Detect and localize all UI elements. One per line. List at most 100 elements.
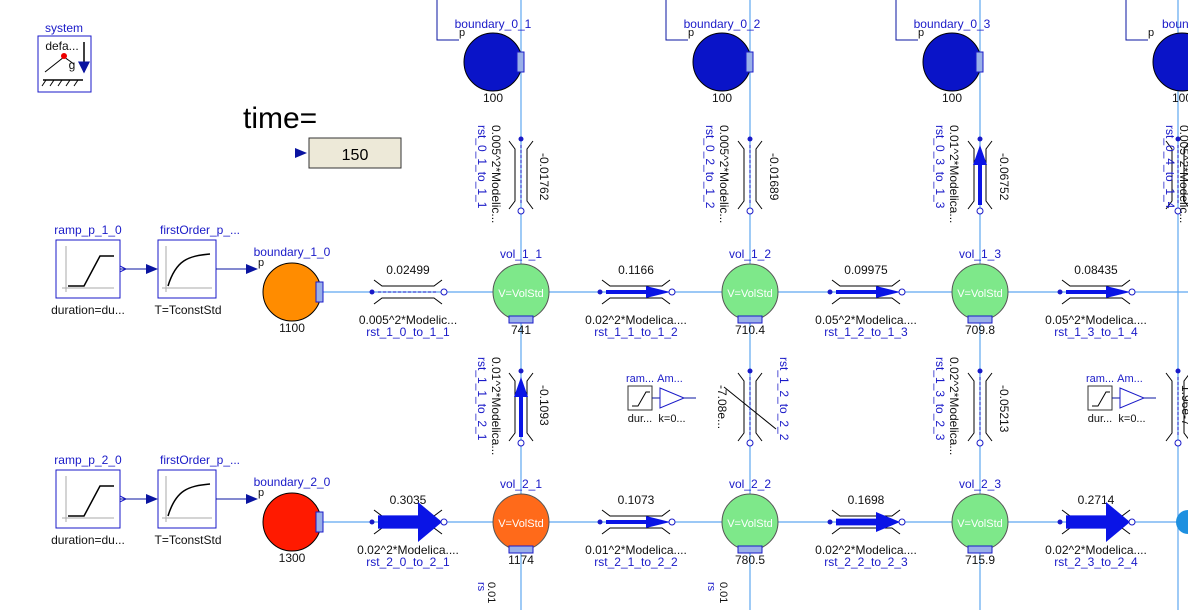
flow-arrow-icon (378, 502, 442, 542)
flow-value: -0.01689 (767, 153, 781, 201)
system-block[interactable]: system defa... g (37, 21, 92, 93)
resistor-param: 0.01^2*Modelica... (489, 357, 503, 455)
flow-value: -7.08e... (715, 385, 729, 429)
volume-value: 741 (511, 323, 531, 337)
resistor-row2-1[interactable]: 0.1073 0.01^2*Modelica....rst_2_1_to_2_2 (585, 493, 687, 569)
ramp-row2[interactable]: ramp_p_2_0 duration=du... (51, 453, 128, 547)
boundary-row2[interactable]: boundary_2_0p 1300 (254, 475, 331, 565)
vol-2-1[interactable]: vol_2_1 V=VolStd 1174 (492, 477, 550, 567)
volume-param: V=VolStd (957, 288, 1003, 300)
vol-1-2[interactable]: vol_1_2 V=VolStd 710.4 (721, 247, 779, 337)
boundary-top-1[interactable]: boundary_0_2p 100 (684, 17, 761, 105)
mid-ramp-gain-1[interactable]: ram... dur... Am... k=0... (1086, 373, 1156, 425)
wire (665, 0, 688, 41)
first-order-row1[interactable]: firstOrder_p_... T=TconstStd (120, 223, 258, 317)
port-dot (747, 136, 753, 142)
flow-value: 1.96e-7 (1179, 385, 1188, 426)
port-dot (597, 519, 603, 525)
boundary-port-label: p (688, 27, 694, 39)
vresistor-mid-2[interactable]: -0.05213 0.02^2*Modelica...rst_1_3_to_2_3 (933, 357, 1011, 455)
vresistor-top-3[interactable]: 0.005^2*Modelic...rst_0_4_to_1_4 (1163, 125, 1188, 223)
resistor-shape (831, 297, 901, 305)
resistor-name: rst_0_4_to_1_4 (1163, 125, 1177, 209)
boundary-top-0[interactable]: boundary_0_1p 100 (455, 17, 532, 105)
vol-1-3[interactable]: vol_1_3 V=VolStd 709.8 (951, 247, 1009, 337)
vresistor-mid-0[interactable]: -0.1093 0.01^2*Modelica...rst_1_1_to_2_1 (475, 357, 551, 455)
ground-hatch (41, 79, 47, 87)
vol-2-3[interactable]: vol_2_3 V=VolStd 715.9 (951, 477, 1009, 567)
vol-2-2[interactable]: vol_2_2 V=VolStd 780.5 (721, 477, 779, 567)
time-value: 150 (342, 147, 369, 164)
boundary-port-label: p (258, 257, 264, 269)
flow-arrow-icon (973, 145, 987, 205)
resistor-row2-3[interactable]: 0.2714 0.02^2*Modelica....rst_2_3_to_2_4 (1045, 493, 1147, 569)
resistor-param: 0.005^2*Modelic... (1177, 125, 1188, 223)
resistor-row1-2[interactable]: 0.09975 0.05^2*Modelica....rst_1_2_to_1_3 (815, 263, 917, 339)
gain-name: Am... (1117, 373, 1143, 385)
block-name: ramp_p_2_0 (54, 453, 122, 467)
flow-arrow-icon (836, 286, 900, 298)
boundary-name: boundary_1_0 (254, 245, 331, 259)
block-name: firstOrder_p_... (160, 453, 240, 467)
resistor-row2-2[interactable]: 0.1698 0.02^2*Modelica....rst_2_2_to_2_3 (815, 493, 917, 569)
resistor-shape (601, 509, 671, 517)
boundary-top-2[interactable]: boundary_0_3p 100 (914, 17, 991, 105)
input-port-icon (146, 264, 158, 274)
block-frame (157, 239, 217, 299)
resistor-shape (1183, 374, 1188, 440)
vresistor-mid-3[interactable]: 1.96e-7 (1165, 368, 1188, 447)
resistor-name: rst_1_0_to_1_1 (366, 325, 450, 339)
input-port-icon (295, 148, 307, 158)
port-icon (508, 545, 534, 554)
resistor-shape (601, 527, 671, 535)
resistor-row2-0[interactable]: 0.3035 0.02^2*Modelica....rst_2_0_to_2_1 (357, 493, 459, 569)
resistor-row1-3[interactable]: 0.08435 0.05^2*Modelica....rst_1_3_to_1_4 (1045, 263, 1147, 339)
port-dot (1175, 368, 1181, 374)
flow-arrow-icon (1066, 502, 1130, 542)
boundary-value: 100 (1172, 91, 1188, 105)
cut-label: rs (475, 582, 487, 592)
block-param: T=TconstStd (154, 533, 221, 547)
port-icon (737, 545, 763, 554)
mass-point (61, 53, 67, 59)
port-icon (315, 511, 324, 533)
boundary-row1[interactable]: boundary_1_0p 1100 (254, 245, 331, 335)
port-dot (746, 207, 754, 215)
boundary-name: boundary_0_2 (684, 17, 761, 31)
boundary-port-label: p (1148, 27, 1154, 39)
vresistor-top-1[interactable]: -0.01689 0.005^2*Modelic...rst_0_2_to_1_2 (703, 125, 781, 223)
volume-name: vol_1_3 (959, 247, 1001, 261)
input-port-icon (246, 264, 258, 274)
time-display[interactable]: time= 150 (243, 102, 402, 169)
vresistor-mid-1[interactable]: -7.08e... rst_1_2_to_2_2 (715, 357, 791, 447)
ramp-row1[interactable]: ramp_p_1_0 duration=du... (51, 223, 128, 317)
mid-ramp-gain-0[interactable]: ram... dur... Am... k=0... (626, 373, 696, 425)
gain-triangle (1119, 387, 1146, 409)
first-order-row2[interactable]: firstOrder_p_... T=TconstStd (120, 453, 258, 547)
gain-param: k=0... (1118, 413, 1145, 425)
boundary-name: boundary_0_1 (455, 17, 532, 31)
resistor-shape (1165, 372, 1173, 442)
resistor-shape (1061, 297, 1131, 305)
port-dot (1128, 288, 1136, 296)
volume-value: 1174 (508, 553, 534, 567)
boundary-top-3[interactable]: boundap 100 (1148, 17, 1188, 105)
component-layer: systemdefa...gtime=150boundary_0_1p100bo… (37, 17, 1188, 603)
ground-hatch (49, 79, 55, 87)
volume-name: vol_2_2 (729, 477, 771, 491)
vresistor-top-2[interactable]: -0.06752 0.01^2*Modelica...rst_0_3_to_1_3 (933, 125, 1011, 223)
block-param: T=TconstStd (154, 303, 221, 317)
resistor-row1-1[interactable]: 0.1166 0.02^2*Modelica....rst_1_1_to_1_2 (585, 263, 687, 339)
port-icon (737, 315, 763, 324)
vol-1-1[interactable]: vol_1_1 V=VolStd 741 (492, 247, 550, 337)
port-icon (745, 51, 754, 73)
vresistor-top-0[interactable]: -0.01762 0.005^2*Modelic...rst_0_1_to_1_1 (475, 125, 551, 223)
resistor-name: rst_1_3_to_2_3 (933, 357, 947, 441)
resistor-row1-0[interactable]: 0.02499 0.005^2*Modelic...rst_1_0_to_1_1 (359, 263, 457, 339)
wire (436, 0, 459, 41)
flow-value: 0.08435 (1074, 263, 1118, 277)
flow-value: -0.1093 (537, 385, 551, 426)
resistor-shape (508, 372, 516, 442)
flow-value: 0.1698 (848, 493, 885, 507)
gain-param: k=0... (658, 413, 685, 425)
